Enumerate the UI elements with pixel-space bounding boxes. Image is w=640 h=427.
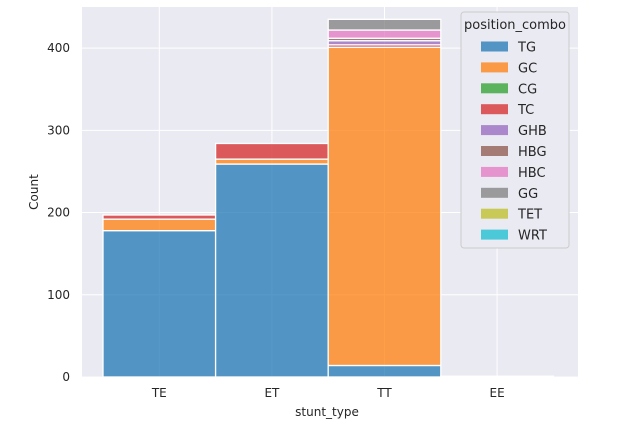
x-ticks: TE ET TT EE (151, 386, 505, 400)
legend-swatch-gg (481, 187, 508, 198)
legend-label-hbg: HBG (518, 145, 547, 160)
y-tick-label: 100 (47, 288, 70, 302)
legend-swatch-gc (481, 62, 508, 73)
legend-box (460, 11, 570, 249)
legend-label-wrt: WRT (518, 229, 547, 244)
bar-segment-gc-tt (327, 46, 442, 367)
legend-swatch-wrt (481, 229, 508, 240)
bars (102, 18, 555, 378)
bar-segment-gc-te (102, 218, 217, 232)
legend-swatch-cg (481, 83, 508, 94)
legend-title: position_combo (464, 18, 566, 33)
y-axis-label: Count (27, 174, 41, 210)
y-tick-label: 0 (62, 370, 70, 384)
bar-segment-gg-tt (327, 18, 442, 31)
legend-swatch-hbg (481, 146, 508, 156)
legend-label-cg: CG (518, 82, 537, 97)
bar-segment-wrt-ee (440, 375, 555, 378)
x-axis-label: stunt_type (295, 405, 359, 419)
legend: position_combo TG GC CG TC GHB HBG HBC GG TET WRT (460, 11, 570, 249)
legend-label-gg: GG (518, 187, 538, 202)
legend-swatch-tet (481, 208, 508, 219)
bar-segment-gc-et (214, 158, 329, 165)
y-tick-label: 200 (47, 206, 70, 220)
y-tick-label: 300 (47, 123, 70, 137)
legend-swatch-tc (481, 104, 508, 115)
x-tick-label: TE (151, 386, 167, 400)
legend-items: TG GC CG TC GHB HBG HBC GG TET WRT (481, 41, 547, 244)
bar-segment-hbc-tt (327, 29, 442, 39)
legend-label-tet: TET (517, 208, 542, 223)
bar-segment-tg-te (102, 229, 217, 378)
legend-label-tc: TC (517, 103, 534, 118)
bar-segment-tc-te (102, 214, 217, 220)
x-tick-label: EE (490, 386, 505, 400)
y-ticks: 0 100 200 300 400 (47, 41, 70, 384)
x-tick-label: ET (264, 386, 280, 400)
bar-segment-tg-et (214, 163, 329, 378)
legend-label-hbc: HBC (518, 166, 546, 181)
x-tick-label: TT (376, 386, 392, 400)
legend-label-tg: TG (517, 41, 536, 56)
y-tick-label: 400 (47, 41, 70, 55)
legend-label-gc: GC (518, 61, 537, 76)
legend-swatch-ghb (481, 125, 508, 136)
legend-swatch-tg (481, 41, 508, 52)
bar-segment-tc-et (214, 142, 329, 160)
bar-segment-tg-tt (327, 364, 442, 378)
legend-label-ghb: GHB (518, 124, 547, 139)
legend-swatch-hbc (481, 166, 508, 177)
